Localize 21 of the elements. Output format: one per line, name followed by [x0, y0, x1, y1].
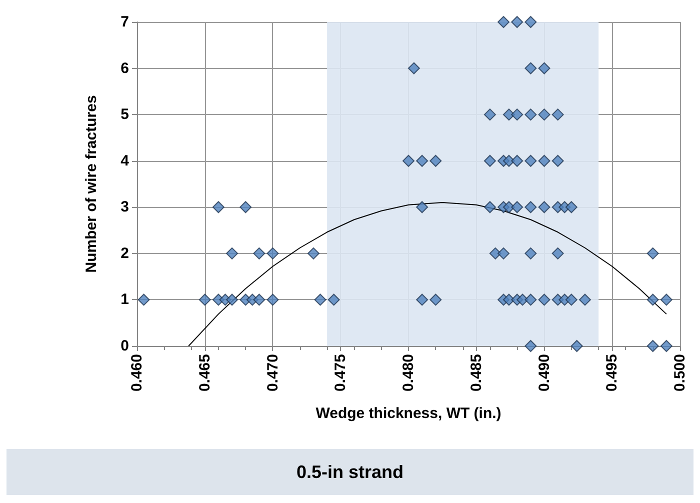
- x-tick-label: 0.485: [468, 354, 485, 392]
- x-tick-label: 0.465: [196, 354, 214, 392]
- x-tick-label: 0.480: [400, 354, 417, 392]
- x-tick-label: 0.470: [264, 354, 282, 392]
- x-tick-label: 0.475: [332, 354, 350, 392]
- y-tick-label: 6: [120, 60, 129, 77]
- y-tick-label: 3: [120, 198, 129, 216]
- y-tick-label: 7: [120, 14, 129, 30]
- y-tick-label: 1: [120, 291, 129, 308]
- line-series: [188, 202, 667, 346]
- y-axis-title: Number of wire fractures: [83, 95, 100, 273]
- text: 0.5-in strand: [296, 462, 404, 482]
- y-tick-label: 4: [120, 152, 130, 170]
- y-tick-label: 0: [120, 338, 129, 354]
- x-tick-label: 0.495: [604, 354, 621, 392]
- x-tick-label: 0.500: [672, 354, 688, 392]
- x-axis-title: Wedge thickness, WT (in.): [316, 405, 502, 422]
- x-tick-label: 0.490: [536, 354, 553, 392]
- y-tick-label: 5: [120, 106, 129, 124]
- x-tick-label: 0.460: [128, 354, 146, 392]
- y-tick-label: 2: [120, 244, 129, 262]
